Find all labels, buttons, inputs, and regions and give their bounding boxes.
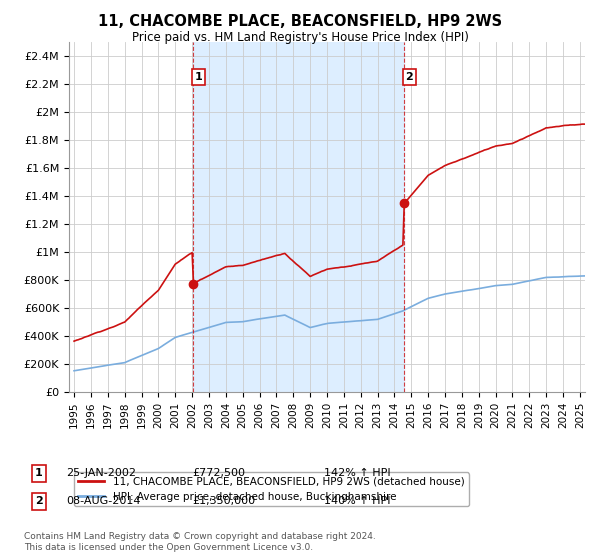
Text: £1,350,000: £1,350,000 (192, 496, 255, 506)
Text: Contains HM Land Registry data © Crown copyright and database right 2024.
This d: Contains HM Land Registry data © Crown c… (24, 532, 376, 552)
Text: 140% ↑ HPI: 140% ↑ HPI (324, 496, 391, 506)
Text: 1: 1 (35, 468, 43, 478)
Legend: 11, CHACOMBE PLACE, BEACONSFIELD, HP9 2WS (detached house), HPI: Average price, : 11, CHACOMBE PLACE, BEACONSFIELD, HP9 2W… (74, 473, 469, 506)
Text: 08-AUG-2014: 08-AUG-2014 (66, 496, 140, 506)
Text: 1: 1 (194, 72, 202, 82)
Text: 11, CHACOMBE PLACE, BEACONSFIELD, HP9 2WS: 11, CHACOMBE PLACE, BEACONSFIELD, HP9 2W… (98, 14, 502, 29)
Text: 2: 2 (35, 496, 43, 506)
Text: 25-JAN-2002: 25-JAN-2002 (66, 468, 136, 478)
Text: Price paid vs. HM Land Registry's House Price Index (HPI): Price paid vs. HM Land Registry's House … (131, 31, 469, 44)
Text: £772,500: £772,500 (192, 468, 245, 478)
Text: 142% ↑ HPI: 142% ↑ HPI (324, 468, 391, 478)
Text: 2: 2 (406, 72, 413, 82)
Bar (193, 42, 404, 392)
